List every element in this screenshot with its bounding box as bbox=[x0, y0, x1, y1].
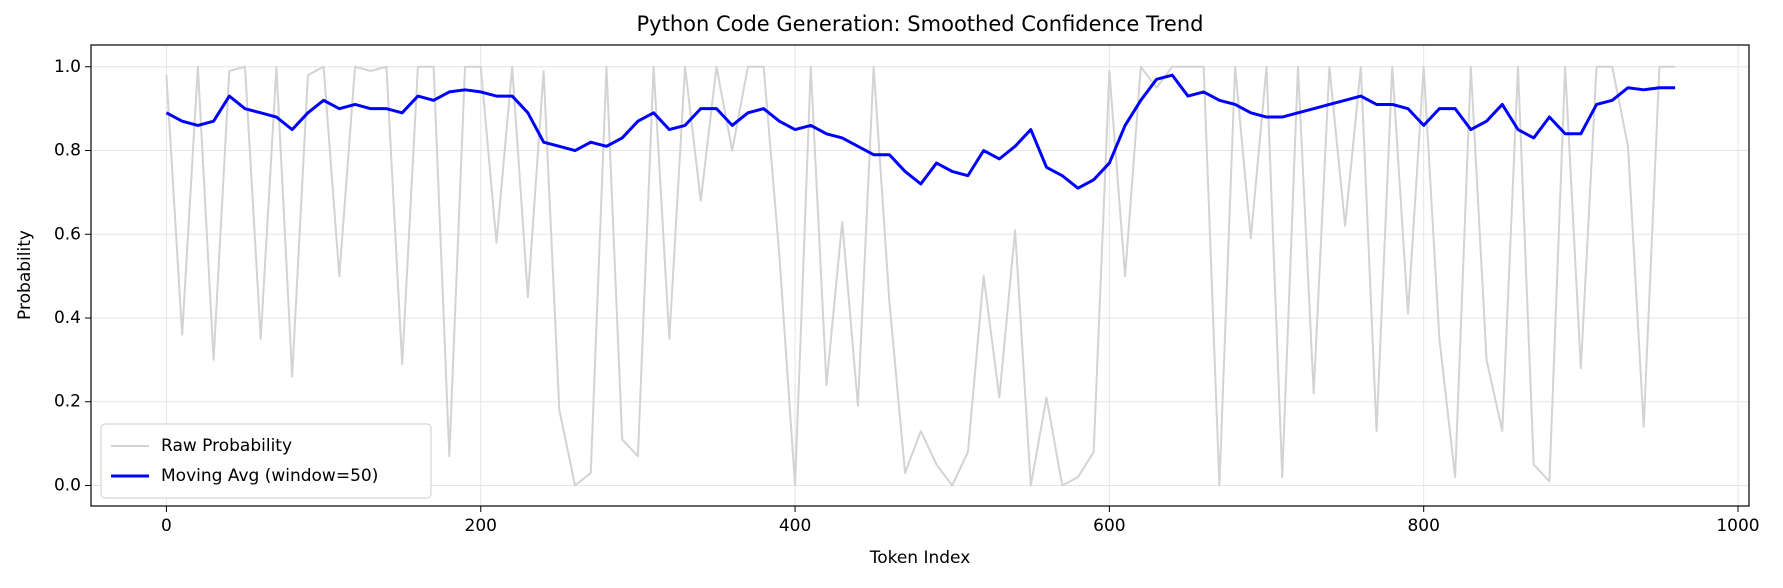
legend-box bbox=[100, 423, 432, 499]
y-axis-label: Probability bbox=[15, 230, 35, 320]
x-tick-label: 0 bbox=[161, 516, 172, 536]
x-axis-label: Token Index bbox=[869, 548, 971, 568]
y-tick-label: 1.0 bbox=[54, 57, 81, 77]
x-tick-label: 600 bbox=[1093, 516, 1125, 536]
chart-title: Python Code Generation: Smoothed Confide… bbox=[637, 12, 1204, 36]
y-tick-label: 0.0 bbox=[54, 475, 81, 495]
legend-label: Raw Probability bbox=[161, 436, 292, 456]
legend-label: Moving Avg (window=50) bbox=[161, 466, 378, 486]
x-tick-label: 800 bbox=[1407, 516, 1439, 536]
plot-frame bbox=[90, 44, 1750, 507]
x-tick-label: 200 bbox=[465, 516, 497, 536]
y-tick-label: 0.2 bbox=[54, 392, 81, 412]
x-tick-label: 1000 bbox=[1716, 516, 1759, 536]
y-tick-label: 0.8 bbox=[54, 141, 81, 161]
y-tick-label: 0.4 bbox=[54, 308, 81, 328]
line-series bbox=[165, 73, 1676, 190]
y-tick-label: 0.6 bbox=[54, 224, 81, 244]
line-series bbox=[165, 65, 1676, 487]
x-tick-label: 400 bbox=[779, 516, 811, 536]
